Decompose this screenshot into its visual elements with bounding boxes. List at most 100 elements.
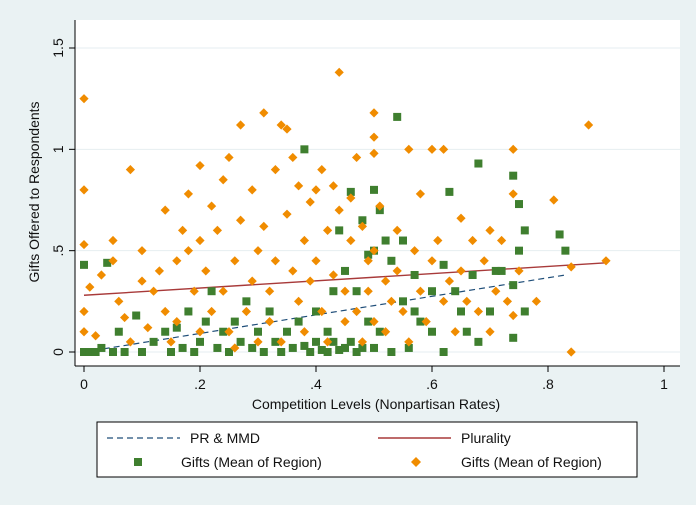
x-tick-label-3: .6 bbox=[426, 376, 438, 392]
series-2-point-72 bbox=[416, 317, 425, 326]
series-2-point-2 bbox=[85, 348, 94, 356]
x-tick-label-1: .2 bbox=[194, 376, 206, 392]
series-2-point-60 bbox=[370, 343, 378, 352]
series-2-point-44 bbox=[329, 287, 338, 296]
series-3-point-116 bbox=[479, 256, 489, 266]
series-3-point-123 bbox=[508, 189, 518, 199]
y-axis-ticks: 0 .5 1 1.5 bbox=[50, 38, 75, 356]
series-2-point-33 bbox=[283, 327, 291, 336]
series-2-point-26 bbox=[242, 297, 251, 306]
series-2-point-46 bbox=[335, 345, 344, 354]
series-2-point-4 bbox=[97, 343, 106, 352]
series-2-point-30 bbox=[265, 307, 274, 316]
series-2-point-56 bbox=[364, 317, 373, 326]
series-3-point-11 bbox=[120, 312, 130, 323]
series-3-point-114 bbox=[468, 235, 478, 246]
series-3-point-26 bbox=[183, 189, 193, 199]
series-2-point-3 bbox=[91, 348, 100, 356]
series-3-point-104 bbox=[427, 144, 437, 154]
series-3-point-99 bbox=[404, 337, 414, 347]
series-3-point-124 bbox=[508, 310, 518, 321]
series-3-point-21 bbox=[166, 337, 176, 347]
series-3-point-16 bbox=[143, 323, 153, 333]
series-2-point-83 bbox=[474, 337, 483, 346]
series-3-point-74 bbox=[334, 67, 344, 77]
legend-swatch-green-squares bbox=[134, 458, 142, 466]
series-2-point-38 bbox=[306, 348, 315, 356]
legend-label-green-squares: Gifts (Mean of Region) bbox=[181, 454, 322, 470]
x-axis-title: Competition Levels (Nonpartisan Rates) bbox=[252, 396, 500, 412]
series-3-point-47 bbox=[253, 337, 263, 347]
series-2-point-40 bbox=[312, 307, 320, 316]
series-2-point-7 bbox=[114, 327, 123, 336]
series-3-point-67 bbox=[311, 256, 321, 266]
series-3-point-7 bbox=[96, 270, 106, 280]
series-3-point-82 bbox=[357, 221, 367, 231]
series-layer bbox=[79, 67, 611, 357]
series-3-point-120 bbox=[497, 235, 507, 246]
series-2-point-54 bbox=[358, 216, 367, 225]
series-3-point-107 bbox=[439, 144, 449, 154]
series-3-point-76 bbox=[340, 286, 350, 296]
series-2-point-68 bbox=[399, 297, 407, 306]
series-3-point-50 bbox=[265, 286, 275, 296]
series-2-point-39 bbox=[312, 337, 320, 346]
series-3-point-46 bbox=[253, 246, 263, 256]
series-2-point-35 bbox=[294, 317, 303, 326]
y-tick-label-0: 0 bbox=[50, 348, 66, 356]
series-3-point-73 bbox=[328, 270, 338, 280]
series-2 bbox=[80, 112, 570, 356]
series-2-point-8 bbox=[120, 348, 129, 356]
series-2-point-77 bbox=[445, 187, 454, 196]
series-2-point-85 bbox=[491, 266, 500, 275]
series-2-point-78 bbox=[451, 287, 460, 296]
series-2-point-1 bbox=[80, 348, 88, 356]
series-2-point-66 bbox=[393, 112, 402, 121]
series-3-point-23 bbox=[172, 317, 182, 327]
series-2-point-41 bbox=[317, 345, 326, 354]
series-2-point-43 bbox=[323, 348, 332, 356]
x-tick-label-5: 1 bbox=[660, 376, 668, 392]
x-tick-label-0: 0 bbox=[80, 376, 88, 392]
series-3-point-28 bbox=[195, 160, 205, 171]
series-3-point-83 bbox=[357, 337, 367, 347]
series-3-point-121 bbox=[502, 296, 512, 306]
series-3-point-12 bbox=[125, 165, 135, 175]
series-3-point-100 bbox=[410, 246, 420, 256]
series-3-point-62 bbox=[299, 235, 309, 246]
series-3-point-55 bbox=[276, 337, 286, 347]
series-3-point-64 bbox=[305, 197, 315, 207]
series-2-point-22 bbox=[219, 327, 228, 336]
series-3-point-108 bbox=[439, 296, 449, 306]
series-3-point-91 bbox=[375, 201, 385, 211]
series-3-point-41 bbox=[236, 120, 246, 130]
series-2-point-73 bbox=[428, 287, 436, 296]
series-2-point-93 bbox=[520, 307, 529, 316]
series-0 bbox=[83, 274, 566, 353]
series-3-point-13 bbox=[125, 337, 135, 347]
series-2-point-12 bbox=[161, 327, 170, 336]
legend-swatch-orange-diamonds bbox=[411, 457, 421, 467]
series-3-point-77 bbox=[340, 317, 350, 327]
series-3-point-24 bbox=[178, 225, 188, 235]
y-axis-title: Gifts Offered to Respondents bbox=[26, 101, 42, 282]
series-3-point-48 bbox=[259, 108, 269, 118]
series-3-point-56 bbox=[282, 124, 292, 134]
series-2-point-67 bbox=[399, 236, 407, 245]
legend-box bbox=[96, 421, 638, 478]
series-3-point-80 bbox=[352, 152, 362, 163]
series-3-point-117 bbox=[485, 225, 495, 235]
series-3-point-59 bbox=[288, 266, 298, 276]
series-3-point-57 bbox=[282, 209, 292, 219]
series-3-point-27 bbox=[189, 286, 199, 296]
series-3-point-36 bbox=[218, 286, 228, 296]
series-3-point-122 bbox=[508, 144, 518, 154]
series-3-point-90 bbox=[369, 317, 379, 327]
series-3-point-53 bbox=[270, 256, 280, 266]
series-3-point-17 bbox=[149, 286, 159, 296]
series-3-point-70 bbox=[323, 225, 333, 235]
y-tick-label-1: .5 bbox=[50, 245, 66, 257]
series-3-point-66 bbox=[311, 185, 321, 195]
series-2-point-0 bbox=[80, 260, 88, 269]
